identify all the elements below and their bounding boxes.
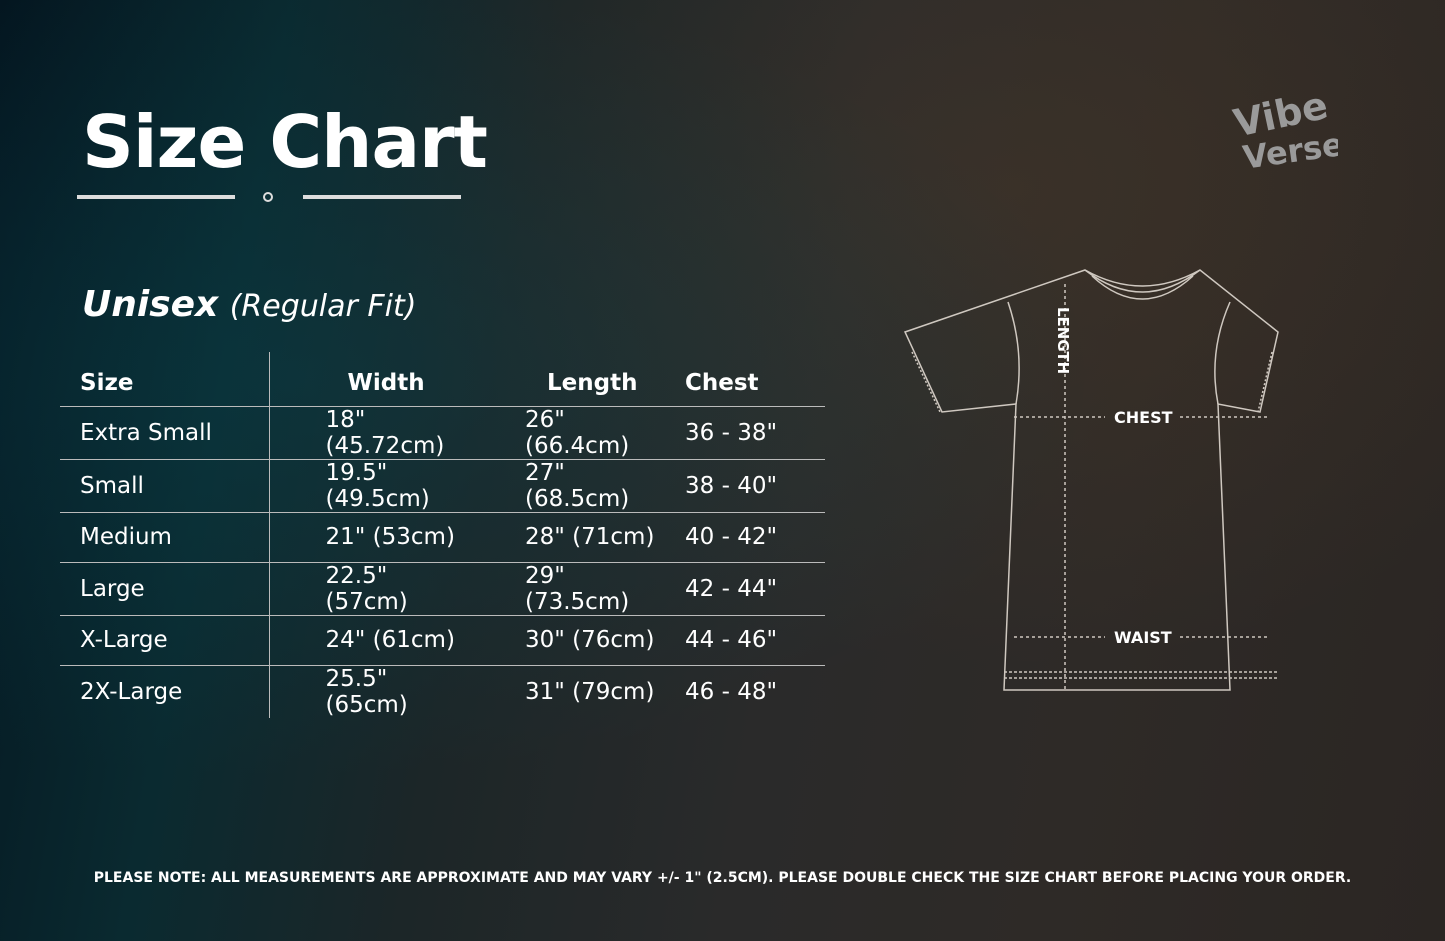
page-title: Size Chart bbox=[82, 100, 488, 184]
cell-chest: 42 - 44" bbox=[655, 561, 825, 615]
length-label: LENGTH bbox=[1054, 307, 1072, 374]
brand-logo: Vibe Verse bbox=[1228, 78, 1346, 177]
waist-label: WAIST bbox=[1114, 628, 1172, 647]
cell-chest: 44 - 46" bbox=[655, 614, 825, 665]
cell-size: Extra Small bbox=[60, 405, 270, 459]
cell-width: 24" (61cm) bbox=[269, 614, 469, 665]
measurement-note: PLEASE NOTE: ALL MEASUREMENTS ARE APPROX… bbox=[93, 870, 1352, 886]
table-row: 2X-Large 25.5" (65cm) 31" (79cm) 46 - 48" bbox=[60, 664, 825, 718]
table-row: X-Large 24" (61cm) 30" (76cm) 44 - 46" bbox=[60, 614, 825, 665]
cell-width: 19.5" (49.5cm) bbox=[269, 458, 469, 512]
size-table: Size Width Length Chest Extra Small 18" (… bbox=[60, 352, 825, 718]
table-header: Size Width Length Chest bbox=[60, 352, 825, 407]
tshirt-diagram: LENGTH CHEST WAIST bbox=[900, 262, 1385, 701]
header-length: Length bbox=[469, 352, 655, 407]
cell-length: 30" (76cm) bbox=[469, 614, 655, 665]
cell-length: 26" (66.4cm) bbox=[469, 405, 655, 459]
header-width: Width bbox=[269, 352, 469, 407]
table-row: Small 19.5" (49.5cm) 27" (68.5cm) 38 - 40" bbox=[60, 458, 825, 512]
cell-length: 31" (79cm) bbox=[469, 664, 655, 718]
title-underline-left bbox=[77, 195, 235, 199]
title-ornament-dot bbox=[263, 192, 273, 202]
cell-width: 22.5" (57cm) bbox=[269, 561, 469, 615]
cell-length: 28" (71cm) bbox=[469, 511, 655, 562]
cell-chest: 38 - 40" bbox=[655, 458, 825, 512]
fit-subtitle: Unisex (Regular Fit) bbox=[82, 284, 416, 325]
fit-gender: Unisex bbox=[82, 284, 219, 325]
fit-type: (Regular Fit) bbox=[229, 289, 417, 324]
chest-label: CHEST bbox=[1114, 408, 1173, 427]
cell-size: X-Large bbox=[60, 614, 270, 665]
cell-size: Medium bbox=[60, 511, 270, 562]
cell-chest: 36 - 38" bbox=[655, 405, 825, 459]
title-underline-right bbox=[303, 195, 461, 199]
cell-size: 2X-Large bbox=[60, 664, 270, 718]
cell-size: Large bbox=[60, 561, 270, 615]
table-row: Extra Small 18" (45.72cm) 26" (66.4cm) 36 -… bbox=[60, 405, 825, 459]
cell-length: 29" (73.5cm) bbox=[469, 561, 655, 615]
table-row: Medium 21" (53cm) 28" (71cm) 40 - 42" bbox=[60, 511, 825, 562]
header-size: Size bbox=[60, 352, 270, 407]
cell-chest: 40 - 42" bbox=[655, 511, 825, 562]
cell-size: Small bbox=[60, 458, 270, 512]
cell-width: 25.5" (65cm) bbox=[269, 664, 469, 718]
cell-width: 18" (45.72cm) bbox=[269, 405, 469, 459]
cell-chest: 46 - 48" bbox=[655, 664, 825, 718]
header-chest: Chest bbox=[655, 352, 825, 407]
table-row: Large 22.5" (57cm) 29" (73.5cm) 42 - 44" bbox=[60, 561, 825, 615]
cell-width: 21" (53cm) bbox=[269, 511, 469, 562]
cell-length: 27" (68.5cm) bbox=[469, 458, 655, 512]
